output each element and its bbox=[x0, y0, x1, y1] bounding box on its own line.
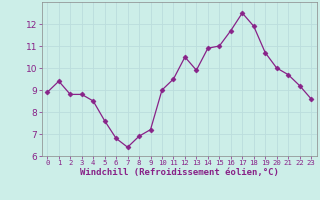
X-axis label: Windchill (Refroidissement éolien,°C): Windchill (Refroidissement éolien,°C) bbox=[80, 168, 279, 177]
